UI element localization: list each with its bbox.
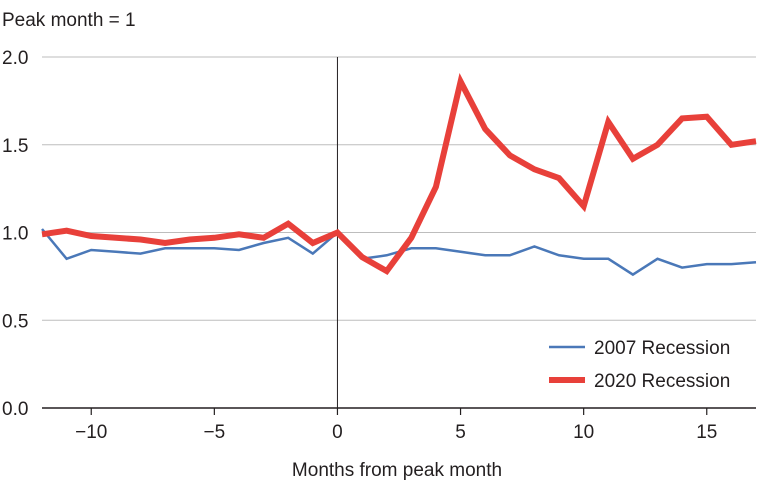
gridlines bbox=[42, 56, 756, 321]
x-tick-labels: −10 −5 0 5 10 15 bbox=[75, 422, 717, 443]
x-tick-label: 5 bbox=[455, 422, 466, 443]
y-tick-label: 0.0 bbox=[2, 399, 28, 420]
x-tick-label: 15 bbox=[696, 422, 717, 443]
y-tick-label: 2.0 bbox=[2, 48, 28, 69]
axes bbox=[42, 407, 756, 415]
series-lines bbox=[41, 73, 757, 277]
series-line-2020-recession bbox=[41, 73, 757, 276]
y-tick-label: 0.5 bbox=[2, 311, 28, 332]
y-tick-label: 1.0 bbox=[2, 224, 28, 245]
y-tick-labels: 0.0 0.5 1.0 1.5 2.0 bbox=[2, 48, 28, 420]
y-tick-label: 1.5 bbox=[2, 136, 28, 157]
y-axis-title: Peak month = 1 bbox=[2, 10, 136, 31]
x-tick-label: −5 bbox=[204, 422, 226, 443]
x-tick-label: 0 bbox=[332, 422, 343, 443]
x-axis-title: Months from peak month bbox=[292, 460, 502, 481]
legend: 2007 Recession 2020 Recession bbox=[549, 338, 730, 392]
x-tick-label: −10 bbox=[75, 422, 107, 443]
legend-label: 2007 Recession bbox=[594, 338, 730, 359]
x-tick-label: 10 bbox=[573, 422, 594, 443]
legend-label: 2020 Recession bbox=[594, 371, 730, 392]
